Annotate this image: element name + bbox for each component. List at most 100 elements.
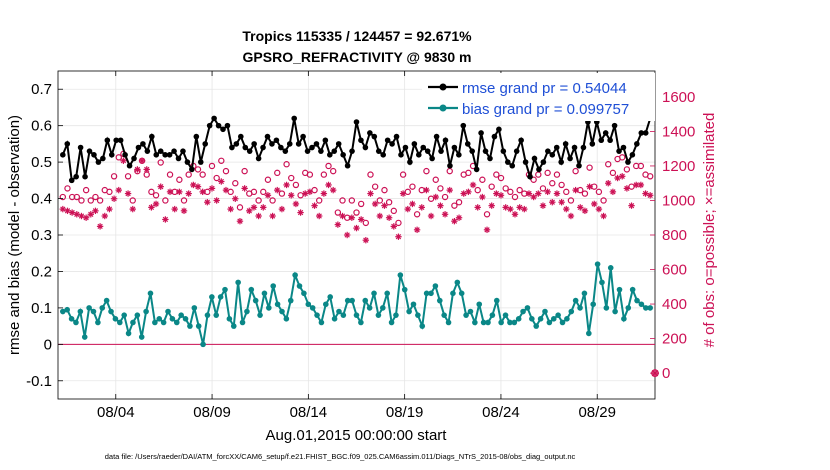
rmse-point — [286, 141, 293, 147]
rmse-point — [456, 152, 462, 158]
obs-possible-point — [646, 173, 654, 180]
rmse-point — [389, 141, 395, 147]
obs-possible-point — [250, 188, 258, 196]
obs-possible-point — [600, 197, 607, 204]
obs-assimilated-point — [302, 190, 309, 197]
obs-assimilated-point — [260, 204, 267, 211]
obs-assimilated-point — [399, 190, 407, 197]
rmse-point — [464, 141, 471, 147]
bias-point — [520, 308, 526, 315]
bias-point — [450, 290, 456, 297]
rmse-point — [180, 148, 186, 154]
rmse-point — [638, 130, 645, 136]
bias-series-line — [62, 263, 651, 345]
obs-possible-point — [357, 200, 365, 208]
obs-possible-point — [362, 219, 370, 227]
bias-point — [638, 301, 645, 308]
bias-point — [362, 297, 369, 304]
bias-point — [173, 319, 180, 326]
rmse-point — [260, 144, 266, 151]
rmse-point — [86, 148, 93, 154]
obs-possible-point — [376, 197, 384, 204]
bias-point — [121, 312, 127, 318]
obs-possible-point — [395, 219, 402, 227]
rmse-point — [442, 137, 449, 144]
obs-assimilated-point — [362, 236, 370, 244]
obs-count-layer — [59, 150, 659, 378]
obs-possible-point — [162, 197, 169, 204]
bias-point — [393, 312, 399, 318]
bias-point — [621, 316, 627, 322]
rmse-point — [611, 122, 618, 129]
y-tick-label-left: 0 — [44, 336, 52, 353]
rmse-point — [313, 141, 320, 147]
obs-possible-point — [553, 171, 561, 178]
rmse-point — [607, 137, 613, 144]
bias-point — [125, 330, 132, 337]
obs-assimilated-point — [329, 186, 337, 194]
rmse-point — [211, 115, 217, 122]
y-tick-label-left: -0.1 — [26, 373, 52, 390]
obs-possible-point — [274, 169, 281, 177]
obs-possible-point — [605, 161, 612, 168]
bias-point — [415, 312, 421, 318]
bias-point — [529, 316, 535, 322]
bias-point — [296, 283, 303, 289]
rmse-point — [331, 148, 338, 154]
rmse-point — [447, 162, 453, 169]
obs-possible-point — [320, 171, 328, 178]
y-axis-left-label: rmse and bias (model - observation) — [6, 115, 23, 355]
obs-assimilated-point — [227, 205, 234, 213]
rmse-point — [349, 148, 355, 154]
rmse-point — [242, 144, 249, 151]
rmse-point — [215, 122, 222, 129]
rmse-point — [282, 148, 289, 154]
obs-assimilated-point — [357, 216, 365, 223]
y-tick-label-right: 1600 — [662, 89, 695, 106]
rmse-point — [375, 148, 382, 154]
obs-possible-point — [586, 164, 593, 171]
obs-assimilated-point — [222, 186, 230, 194]
obs-assimilated-point — [479, 193, 486, 201]
bias-point — [594, 261, 601, 267]
obs-possible-point — [334, 209, 342, 216]
bias-point — [625, 305, 632, 311]
obs-assimilated-point — [274, 186, 281, 194]
obs-assimilated-point — [343, 231, 351, 239]
rmse-point — [135, 144, 142, 151]
rmse-point — [171, 148, 177, 154]
obs-assimilated-point — [246, 207, 253, 215]
obs-possible-point — [329, 167, 337, 175]
obs-possible-point — [502, 185, 509, 192]
obs-possible-point — [288, 174, 295, 182]
rmse-point — [393, 133, 400, 140]
y-tick-label-left: 0.4 — [31, 191, 52, 208]
obs-assimilated-point — [185, 190, 192, 197]
rmse-point — [545, 148, 551, 154]
rmse-point — [82, 173, 88, 180]
rmse-point — [157, 148, 164, 154]
bias-point — [480, 319, 487, 326]
rmse-point — [269, 141, 275, 147]
bias-point — [143, 308, 149, 315]
obs-assimilated-point — [334, 221, 342, 228]
rmse-point — [558, 159, 564, 165]
obs-assimilated-point — [110, 195, 118, 202]
rmse-point — [571, 144, 578, 151]
rmse-point — [189, 166, 195, 173]
rmse-point — [309, 144, 315, 151]
obs-assimilated-point — [507, 205, 514, 213]
obs-possible-point — [544, 169, 551, 177]
bias-point — [209, 294, 215, 300]
bias-point — [344, 297, 351, 304]
rmse-point — [380, 152, 386, 158]
obs-possible-point — [106, 188, 113, 196]
bias-point — [130, 319, 136, 326]
rmse-point — [371, 133, 378, 140]
bias-point — [419, 323, 426, 329]
obs-assimilated-point — [535, 190, 542, 197]
x-tick-label: 08/09 — [193, 404, 231, 421]
rmse-point — [238, 133, 244, 140]
bias-point — [353, 312, 360, 318]
rmse-point — [616, 148, 622, 154]
